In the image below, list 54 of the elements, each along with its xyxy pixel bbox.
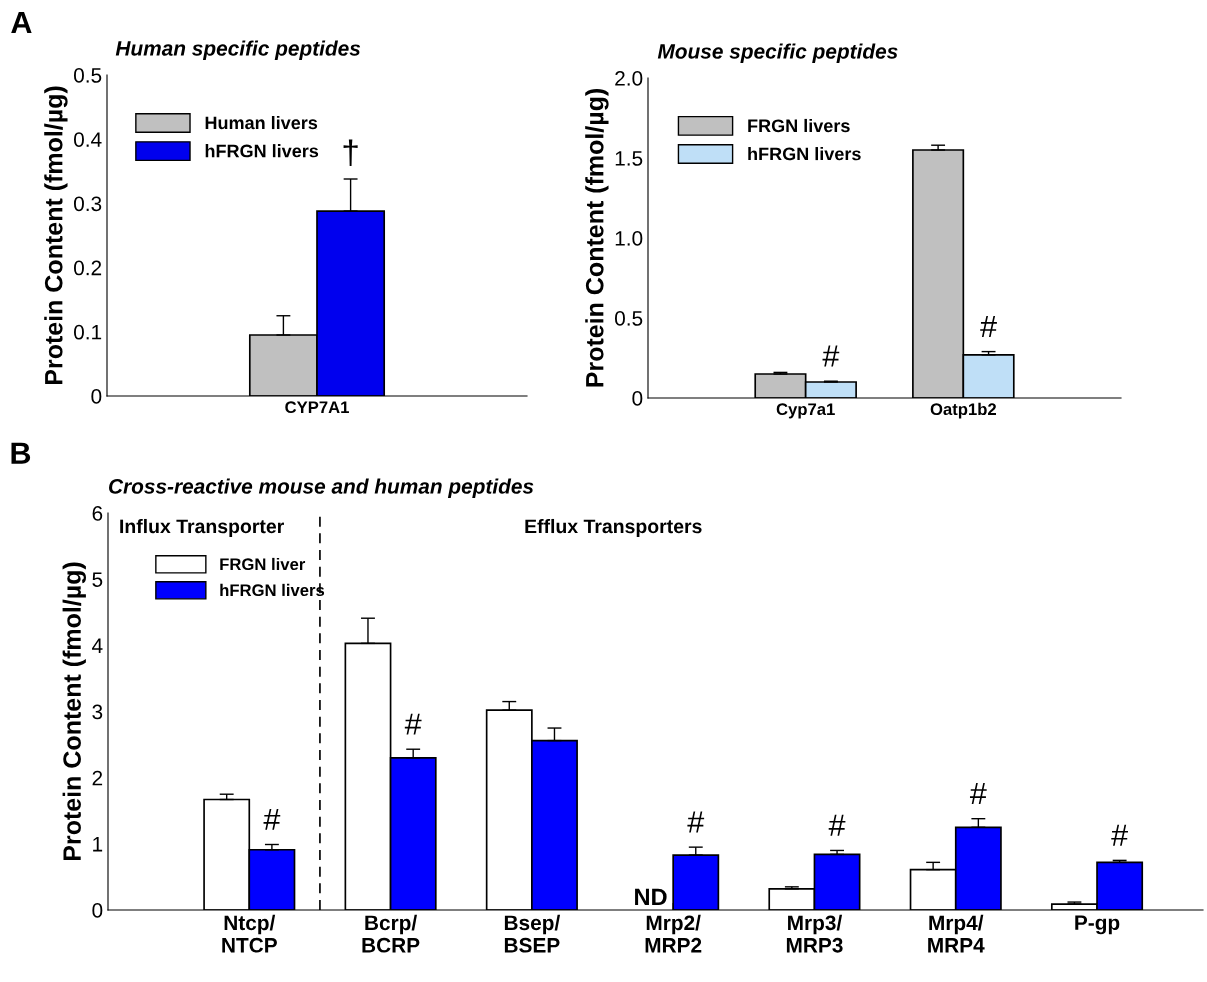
legend-label: Human livers <box>205 115 318 130</box>
y-tick-label: 0.5 <box>73 68 102 83</box>
y-tick-label: 3 <box>92 704 103 720</box>
chart-title: Cross-reactive mouse and human peptides <box>109 478 534 498</box>
annotation: # <box>969 783 987 805</box>
x-tick-label: CYP7A1 <box>285 401 349 414</box>
y-tick-label: 0 <box>632 391 643 406</box>
legend-label: hFRGN livers <box>220 583 325 597</box>
annotation: # <box>263 808 281 830</box>
chart-title: Human specific peptides <box>115 40 361 60</box>
x-tick-label: Mrp3/ MRP3 <box>786 914 843 953</box>
annotation: Influx Transporter <box>120 518 284 538</box>
x-tick-label: P-gp <box>1075 915 1120 935</box>
annotation: # <box>404 713 422 735</box>
annotation: # <box>822 345 840 367</box>
y-axis-title: Protein Content (fmol/µg) <box>62 562 86 861</box>
y-tick-label: 4 <box>92 638 103 653</box>
annotation: # <box>687 811 705 833</box>
y-tick-label: 1 <box>93 837 103 852</box>
annotation: Efflux Transporters <box>525 518 702 538</box>
y-tick-label: 0.3 <box>73 196 102 212</box>
y-tick-label: 0.1 <box>73 324 102 340</box>
text: B <box>11 442 31 464</box>
text: A <box>11 11 32 33</box>
y-tick-label: 0.2 <box>73 260 102 276</box>
x-tick-label: Cyp7a1 <box>776 403 835 419</box>
legend-label: FRGN liver <box>220 557 306 571</box>
annotation: † <box>343 139 358 166</box>
y-tick-label: 1.0 <box>615 231 643 246</box>
x-tick-label: Bsep/ BSEP <box>504 914 561 953</box>
y-tick-label: 0 <box>91 389 102 404</box>
x-tick-label: Ntcp/ NTCP <box>222 914 277 953</box>
y-tick-label: 2 <box>92 770 103 786</box>
annotation: ND <box>635 888 667 906</box>
y-tick-label: 0.5 <box>614 311 643 326</box>
y-axis-title: Protein Content (fmol/µg) <box>585 89 609 387</box>
legend-label: hFRGN livers <box>205 144 319 158</box>
annotation: # <box>1111 824 1128 846</box>
x-tick-label: Mrp4/ MRP4 <box>928 914 985 953</box>
y-tick-label: 5 <box>92 572 103 587</box>
y-tick-label: 0.4 <box>73 132 102 147</box>
y-axis-title: Protein Content (fmol/µg) <box>44 86 68 385</box>
x-tick-label: Mrp2/ MRP2 <box>645 914 702 953</box>
chart-title: Mouse specific peptides <box>657 43 898 63</box>
y-tick-label: 1.5 <box>615 151 643 166</box>
legend-label: hFRGN livers <box>748 147 861 161</box>
annotation: # <box>828 814 846 836</box>
y-tick-label: 2.0 <box>615 71 643 86</box>
annotation: # <box>980 316 997 337</box>
x-tick-label: Oatp1b2 <box>930 402 997 419</box>
legend-label: FRGN livers <box>748 118 850 133</box>
y-tick-label: 0 <box>92 903 103 918</box>
x-tick-label: Bcrp/ BCRP <box>362 914 420 953</box>
y-tick-label: 6 <box>92 506 103 521</box>
